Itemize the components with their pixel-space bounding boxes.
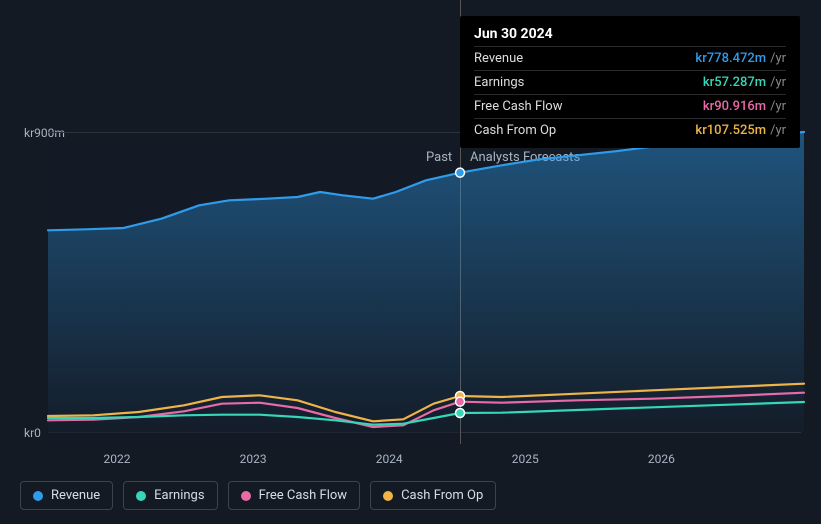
tooltip-row: Free Cash Flowkr90.916m/yr [474, 94, 786, 118]
tooltip-row: Revenuekr778.472m/yr [474, 46, 786, 70]
x-axis-tick-label: 2022 [104, 452, 131, 466]
x-axis-tick-label: 2025 [512, 452, 539, 466]
legend-item-earnings[interactable]: Earnings [123, 481, 217, 510]
tooltip-metric-label: Cash From Op [474, 123, 695, 138]
financial-forecast-chart: kr900m kr0 Past Analysts Forecasts 20222… [0, 0, 821, 524]
tooltip-metric-label: Free Cash Flow [474, 99, 703, 114]
legend-dot-icon [241, 491, 251, 501]
tooltip-metric-value: kr107.525m [695, 123, 766, 138]
chart-legend: Revenue Earnings Free Cash Flow Cash From O… [20, 481, 496, 510]
tooltip-date: Jun 30 2024 [474, 26, 786, 46]
tooltip-metric-label: Earnings [474, 75, 703, 90]
legend-dot-icon [136, 491, 146, 501]
legend-item-free-cash-flow[interactable]: Free Cash Flow [228, 481, 360, 510]
legend-dot-icon [33, 491, 43, 501]
tooltip-metric-value: kr778.472m [695, 51, 766, 66]
x-axis-tick-label: 2026 [648, 452, 675, 466]
tooltip-metric-unit: /yr [766, 99, 786, 114]
tooltip-metric-value: kr57.287m [703, 75, 766, 90]
x-axis-tick-label: 2024 [376, 452, 403, 466]
tooltip-metric-unit: /yr [766, 51, 786, 66]
legend-dot-icon [383, 491, 393, 501]
tooltip-metric-unit: /yr [766, 75, 786, 90]
tooltip-row: Cash From Opkr107.525m/yr [474, 118, 786, 142]
legend-label: Free Cash Flow [259, 488, 347, 503]
legend-label: Cash From Op [401, 488, 483, 503]
x-axis-tick-label: 2023 [240, 452, 267, 466]
legend-item-revenue[interactable]: Revenue [20, 481, 113, 510]
legend-label: Earnings [154, 488, 204, 503]
legend-item-cash-from-op[interactable]: Cash From Op [370, 481, 496, 510]
tooltip-row: Earningskr57.287m/yr [474, 70, 786, 94]
tooltip-metric-label: Revenue [474, 51, 695, 66]
tooltip-metric-unit: /yr [766, 123, 786, 138]
chart-tooltip: Jun 30 2024 Revenuekr778.472m/yrEarnings… [460, 16, 800, 148]
tooltip-metric-value: kr90.916m [703, 99, 766, 114]
legend-label: Revenue [51, 488, 100, 503]
